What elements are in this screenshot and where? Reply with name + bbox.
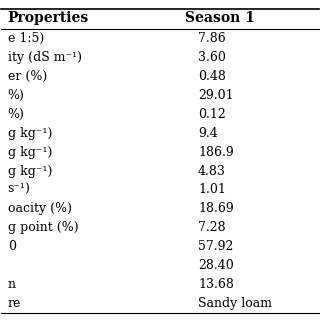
Text: e 1:5): e 1:5) [8,32,44,45]
Text: 3.60: 3.60 [198,51,226,64]
Text: 13.68: 13.68 [198,278,234,291]
Text: %): %) [8,89,25,102]
Text: ity (dS m⁻¹): ity (dS m⁻¹) [8,51,82,64]
Text: 0.48: 0.48 [198,70,226,83]
Text: 4.83: 4.83 [198,164,226,178]
Text: g kg⁻¹): g kg⁻¹) [8,164,52,178]
Text: 7.28: 7.28 [198,221,226,234]
Text: 57.92: 57.92 [198,240,234,253]
Text: 28.40: 28.40 [198,259,234,272]
Text: g kg⁻¹): g kg⁻¹) [8,146,52,159]
Text: 1.01: 1.01 [198,183,226,196]
Text: s⁻¹): s⁻¹) [8,183,31,196]
Text: 0: 0 [8,240,16,253]
Text: 29.01: 29.01 [198,89,234,102]
Text: 7.86: 7.86 [198,32,226,45]
Text: 9.4: 9.4 [198,127,218,140]
Text: n: n [8,278,16,291]
Text: g kg⁻¹): g kg⁻¹) [8,127,52,140]
Text: g point (%): g point (%) [8,221,78,234]
Text: Season 1: Season 1 [185,11,255,25]
Text: Properties: Properties [8,11,89,25]
Text: Sandy loam: Sandy loam [198,297,272,310]
Text: re: re [8,297,21,310]
Text: 18.69: 18.69 [198,202,234,215]
Text: oacity (%): oacity (%) [8,202,72,215]
Text: 186.9: 186.9 [198,146,234,159]
Text: 0.12: 0.12 [198,108,226,121]
Text: er (%): er (%) [8,70,47,83]
Text: %): %) [8,108,25,121]
